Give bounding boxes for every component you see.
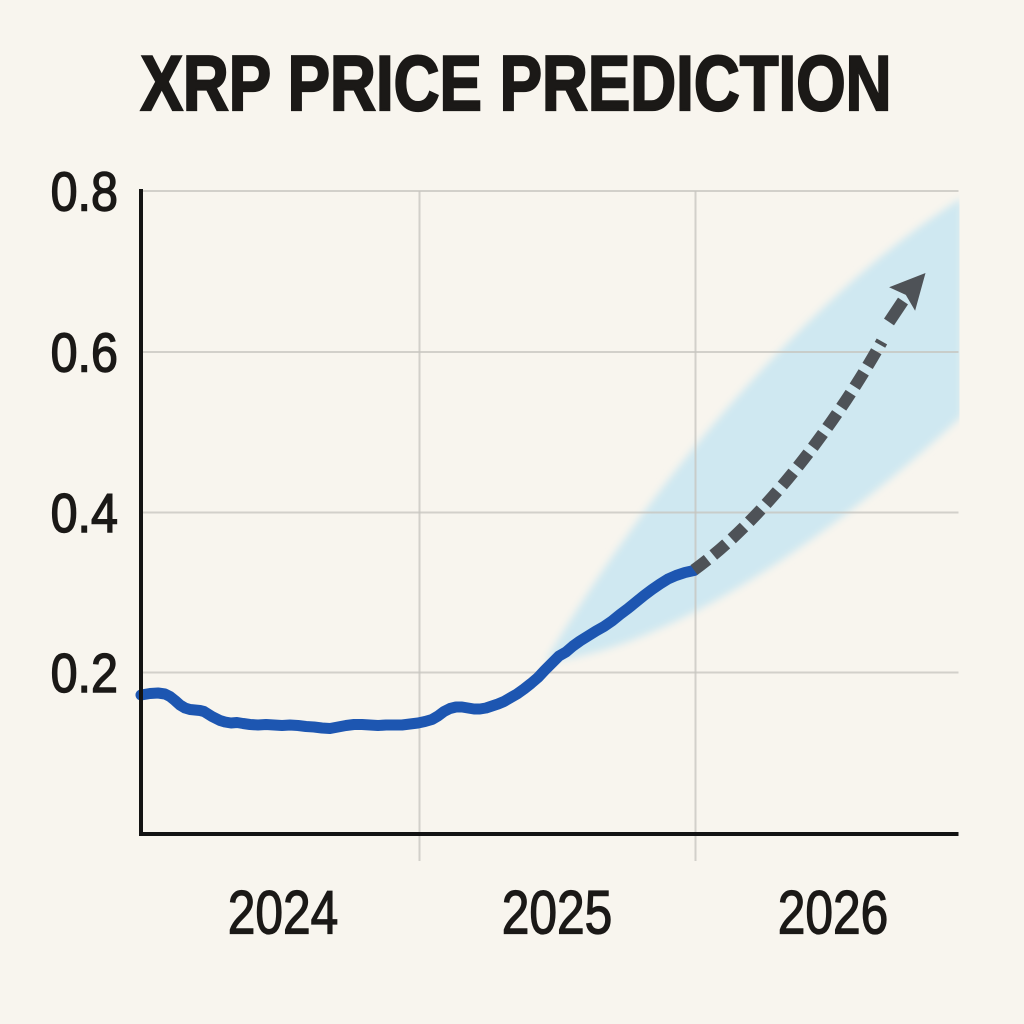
svg-text:2025: 2025: [502, 879, 613, 947]
svg-text:0.2: 0.2: [51, 642, 118, 703]
svg-text:0.6: 0.6: [51, 322, 118, 383]
svg-text:2026: 2026: [778, 879, 889, 947]
svg-text:2024: 2024: [228, 879, 339, 947]
svg-text:0.8: 0.8: [51, 161, 118, 222]
svg-text:0.4: 0.4: [51, 482, 118, 543]
svg-text:XRP PRICE PREDICTION: XRP PRICE PREDICTION: [140, 41, 891, 128]
